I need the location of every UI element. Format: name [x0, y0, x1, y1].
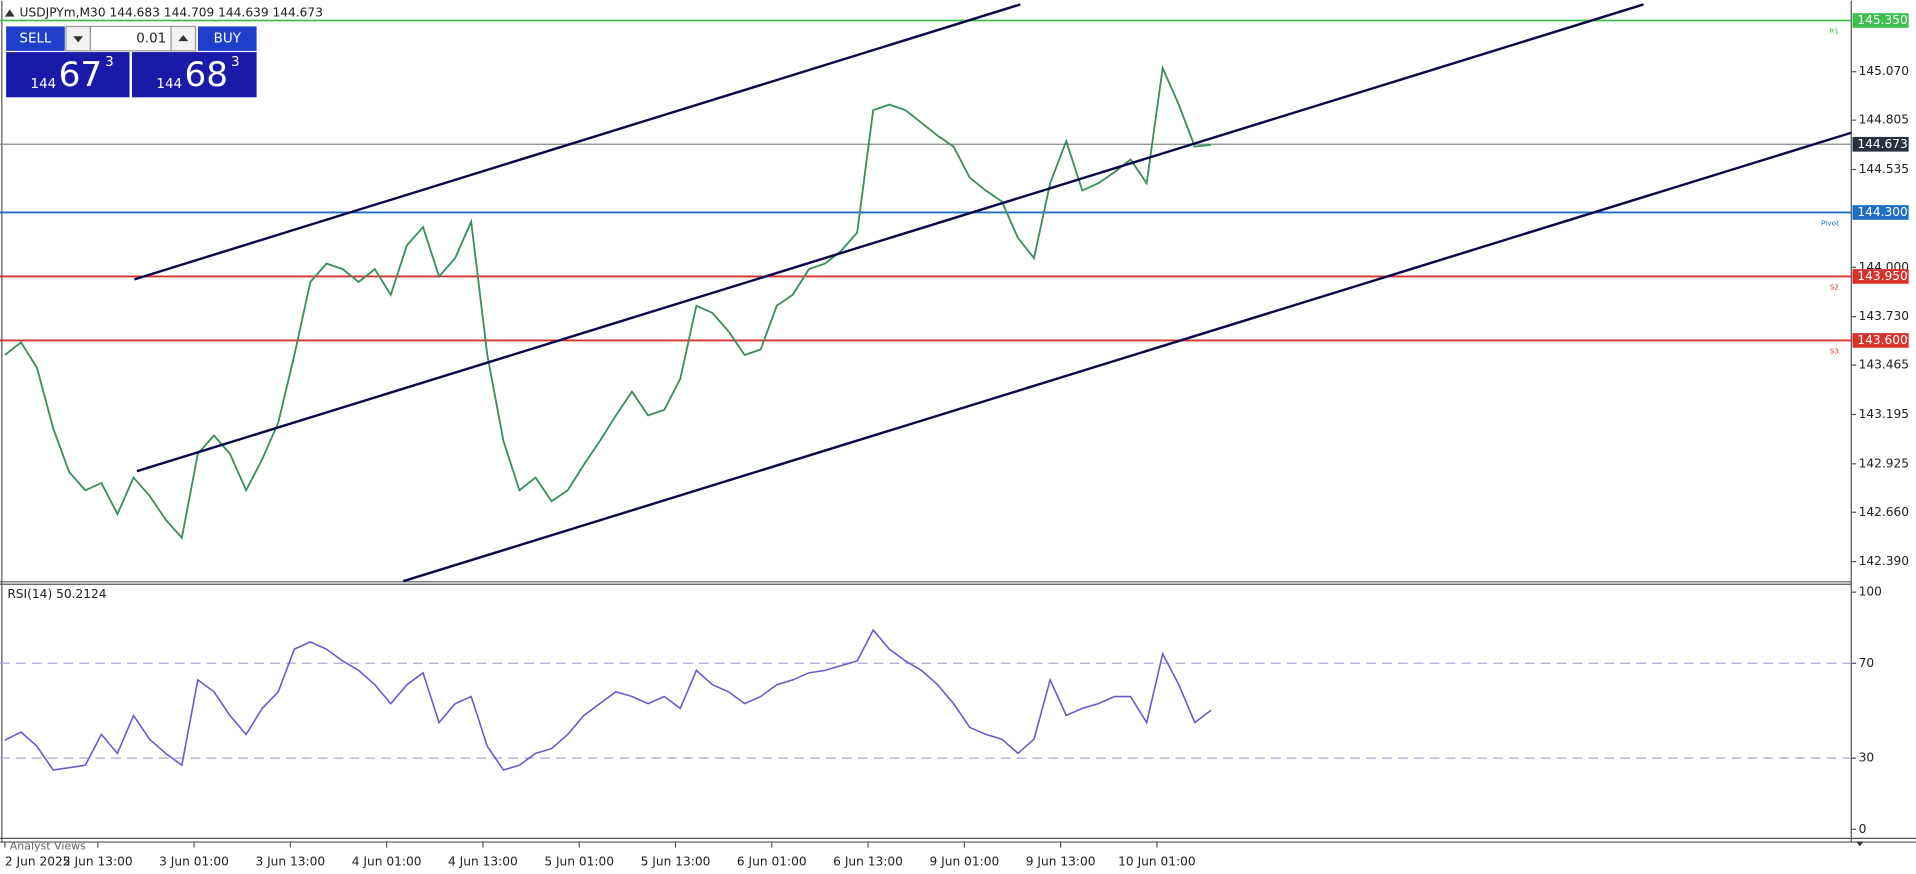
price-tick-label: 143.465 — [1859, 358, 1909, 372]
level-name: S3 — [1830, 346, 1840, 355]
price-tick-label: 144.535 — [1859, 162, 1909, 176]
rsi-tick-label: 100 — [1859, 585, 1882, 599]
price-tick-label: 142.390 — [1859, 554, 1909, 568]
rsi-line — [4, 628, 1212, 771]
time-label: 5 Jun 13:00 — [641, 855, 711, 869]
level-price-box — [1852, 13, 1909, 28]
buy-button[interactable] — [197, 26, 257, 51]
rsi-tick-label: 0 — [1859, 822, 1867, 836]
level-price-box — [1852, 269, 1909, 284]
lot-input[interactable] — [89, 25, 172, 52]
level-price-box — [1852, 205, 1909, 220]
price-tick-label: 143.195 — [1859, 407, 1909, 421]
symbol-info: USDJPYm,M30 144.683 144.709 144.639 144.… — [20, 5, 323, 19]
time-label: 4 Jun 01:00 — [352, 855, 422, 869]
level-price-label: 143.600 — [1857, 333, 1907, 347]
sell-label: SELL — [19, 32, 52, 47]
tab[interactable]: Analyst Views — [10, 839, 86, 852]
time-label: 3 Jun 13:00 — [255, 855, 325, 869]
level-price-label: 143.950 — [1857, 269, 1907, 283]
bid-main: 67 — [59, 55, 103, 95]
scroll-arrow[interactable] — [1856, 841, 1864, 847]
time-label: 2 Jun 13:00 — [63, 855, 133, 869]
price-tick-label: 145.070 — [1859, 64, 1909, 78]
price-tick-label: 143.730 — [1859, 309, 1909, 323]
current-price-box — [1852, 136, 1909, 152]
rsi-title: RSI(14) 50.2124 — [7, 587, 106, 601]
level-name: R1 — [1829, 27, 1839, 36]
time-label: 10 Jun 01:00 — [1118, 855, 1196, 869]
sell-button[interactable] — [6, 26, 65, 51]
bid-box[interactable] — [6, 52, 130, 98]
ask-small: 3 — [231, 55, 240, 70]
ask-big: 144 — [156, 77, 182, 92]
level-price-box — [1852, 333, 1909, 348]
level-price-label: 144.300 — [1857, 205, 1907, 219]
one-click-panel: SELL 0.01 BUY 144 67 3 144 68 3 — [6, 25, 257, 98]
time-label: 9 Jun 01:00 — [929, 855, 999, 869]
level-name: Pivot — [1821, 218, 1839, 227]
plot-area — [0, 19, 1852, 540]
level-price-label: 145.350 — [1857, 13, 1907, 27]
price-tick-label: 142.660 — [1859, 505, 1909, 519]
ask-main: 68 — [185, 55, 229, 95]
channel-line — [134, 3, 1021, 281]
channel-line — [136, 3, 1644, 473]
rsi-tick-label: 30 — [1859, 751, 1875, 765]
price-tick-label: 144.805 — [1859, 113, 1909, 127]
time-label: 6 Jun 01:00 — [737, 855, 807, 869]
bid-small: 3 — [105, 55, 114, 70]
arrow — [178, 34, 189, 42]
time-label: 4 Jun 13:00 — [448, 855, 518, 869]
time-label: 5 Jun 01:00 — [544, 855, 614, 869]
rsi-tick-label: 70 — [1859, 656, 1875, 670]
collapse-icon[interactable] — [4, 9, 15, 17]
time-label: 9 Jun 13:00 — [1026, 855, 1096, 869]
price-line — [4, 64, 1212, 540]
ask-box[interactable] — [131, 52, 257, 98]
bid-big: 144 — [31, 77, 57, 92]
lot-value: 0.01 — [136, 32, 166, 47]
arrow — [73, 36, 84, 43]
time-label: 2 Jun 2025 — [5, 855, 71, 869]
buy-label: BUY — [214, 32, 242, 47]
time-label: 6 Jun 13:00 — [833, 855, 903, 869]
price-tick-label: 142.925 — [1859, 456, 1909, 470]
time-label: 3 Jun 01:00 — [159, 855, 229, 869]
level-name: S2 — [1830, 282, 1839, 291]
channel-line — [402, 131, 1852, 583]
current-price-label: 144.673 — [1857, 137, 1907, 151]
